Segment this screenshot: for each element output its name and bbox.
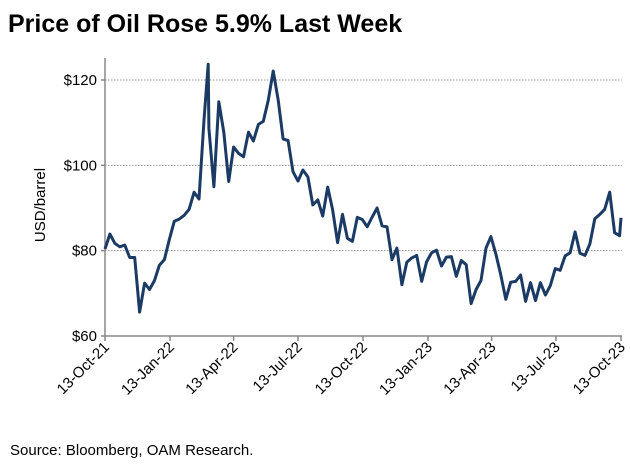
y-axis-ticks: $60 $80 $100 $120 <box>64 72 105 345</box>
y-tick-label: $80 <box>72 243 97 260</box>
x-tick-label: 13-Oct-23 <box>570 339 629 398</box>
x-tick-label: 13-Jul-22 <box>250 339 306 395</box>
x-tick-label: 13-Jan-22 <box>118 339 178 399</box>
y-tick-label: $60 <box>72 328 97 345</box>
y-tick-label: $100 <box>64 157 97 174</box>
chart-title: Price of Oil Rose 5.9% Last Week <box>8 10 402 38</box>
x-tick-label: 13-Oct-21 <box>54 339 113 398</box>
x-tick-label: 13-Jan-23 <box>376 339 436 399</box>
gridlines <box>105 79 622 252</box>
x-axis-ticks: 13-Oct-21 13-Jan-22 13-Apr-22 13-Jul-22 13-O… <box>54 336 629 399</box>
x-tick-label: 13-Apr-22 <box>182 339 241 398</box>
price-line <box>103 62 623 314</box>
y-axis-label: USD/barrel <box>32 168 49 242</box>
x-tick-label: 13-Jul-23 <box>508 339 564 395</box>
x-tick-label: 13-Apr-23 <box>440 339 499 398</box>
y-tick-label: $120 <box>64 72 97 89</box>
x-tick-label: 13-Oct-22 <box>312 339 371 398</box>
source-note: Source: Bloomberg, OAM Research. <box>10 442 253 459</box>
